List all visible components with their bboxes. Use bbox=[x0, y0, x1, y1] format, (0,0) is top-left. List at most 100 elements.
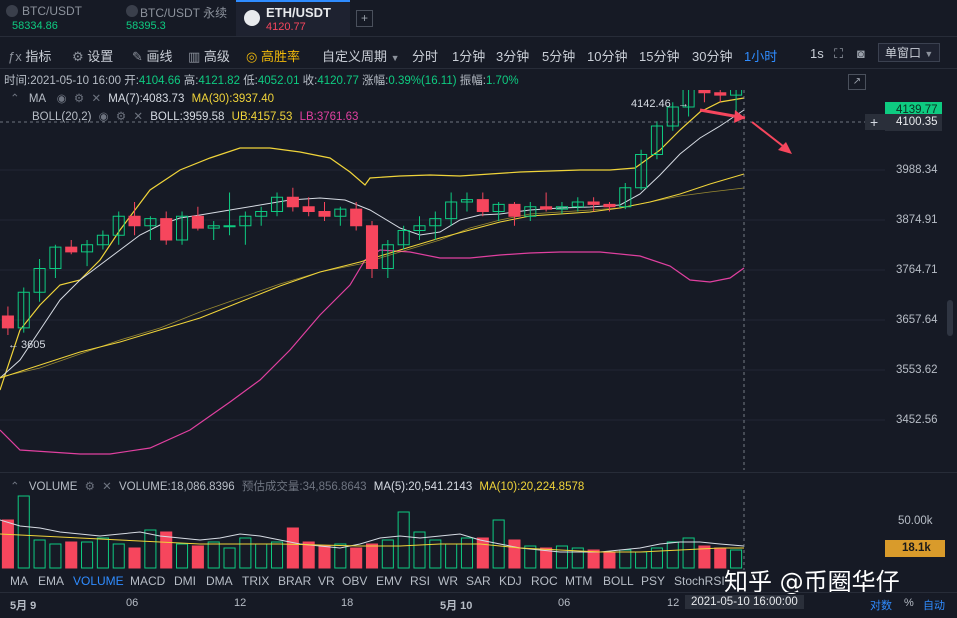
close-icon[interactable]: ✕ bbox=[102, 481, 112, 493]
target-icon: ◎ bbox=[246, 49, 258, 64]
indicator-tab[interactable]: RSI bbox=[410, 574, 431, 588]
indicator-tab[interactable]: EMV bbox=[376, 574, 403, 588]
period-tab[interactable]: 5分钟 bbox=[542, 49, 576, 64]
indicator-tab[interactable]: MACD bbox=[130, 574, 166, 588]
tab-symbol: BTC/USDT 永续 bbox=[140, 6, 228, 20]
boll-lower-line bbox=[0, 249, 745, 455]
candlestick-chart[interactable]: 4142.46 → ← 3605 + bbox=[0, 90, 885, 470]
indicator-tab[interactable]: MTM bbox=[565, 574, 593, 588]
candle-body bbox=[413, 225, 426, 231]
expand-icon[interactable]: ↗ bbox=[848, 74, 866, 90]
boll-upper-line bbox=[0, 97, 745, 391]
period-tab-active[interactable]: 1小时 bbox=[744, 49, 778, 64]
win-rate-label: 高胜率 bbox=[260, 49, 300, 64]
gear-icon[interactable]: ⚙ bbox=[115, 111, 127, 123]
collapse-icon[interactable]: ⌃ bbox=[10, 93, 20, 105]
period-tab[interactable]: 1分钟 bbox=[452, 49, 486, 64]
indicator-tab[interactable]: ROC bbox=[531, 574, 558, 588]
time-label: 时间: bbox=[4, 75, 31, 87]
seconds-button[interactable]: 1s bbox=[810, 46, 824, 61]
indicator-tab[interactable]: BRAR bbox=[278, 574, 312, 588]
percent-scale-toggle[interactable]: % bbox=[904, 597, 914, 609]
indicator-tab[interactable]: KDJ bbox=[499, 574, 522, 588]
indicator-tab[interactable]: TRIX bbox=[242, 574, 270, 588]
indicator-tab-active[interactable]: VOLUME bbox=[73, 574, 124, 588]
volume-ma5: MA(5):20,541.2143 bbox=[373, 481, 473, 493]
volume-bar bbox=[619, 549, 632, 569]
log-scale-toggle[interactable]: 对数 bbox=[870, 600, 892, 612]
period-tab[interactable]: 30分钟 bbox=[692, 49, 733, 64]
candle-body bbox=[144, 218, 157, 227]
period-tab[interactable]: 15分钟 bbox=[639, 49, 680, 64]
gear-icon[interactable]: ⚙ bbox=[84, 481, 95, 493]
indicator-tab[interactable]: PSY bbox=[641, 574, 666, 588]
boll-name: BOLL(20,2) bbox=[32, 111, 92, 123]
indicator-tab[interactable]: VR bbox=[318, 574, 335, 588]
symbol-tabs: BTC/USDT 58334.86 BTC/USDT 永续 58395.3 ET… bbox=[0, 0, 957, 37]
add-tab-button[interactable]: + bbox=[356, 10, 373, 27]
indicator-tab[interactable]: SAR bbox=[466, 574, 491, 588]
volume-bar bbox=[96, 537, 109, 569]
volume-bar bbox=[176, 543, 189, 569]
indicator-tab[interactable]: DMA bbox=[206, 574, 233, 588]
high-marker-text: 4142.46 bbox=[631, 98, 671, 110]
red-arrow-down-head bbox=[778, 142, 792, 154]
indicator-tab[interactable]: StochRSI bbox=[674, 574, 725, 588]
volume-bar bbox=[445, 543, 458, 569]
volume-bar bbox=[413, 531, 426, 569]
period-tab[interactable]: 3分钟 bbox=[496, 49, 530, 64]
open-label: 开: bbox=[124, 75, 139, 87]
ma7-value: MA(7):4083.73 bbox=[108, 93, 185, 105]
volume-bar bbox=[334, 543, 347, 569]
custom-period-dropdown[interactable]: 自定义周期 ▼ bbox=[322, 46, 400, 65]
settings-button[interactable]: ⚙ 设置 bbox=[72, 46, 113, 65]
candle-body bbox=[492, 203, 505, 212]
period-tab[interactable]: 10分钟 bbox=[587, 49, 628, 64]
advanced-button[interactable]: ▥ 高级 bbox=[188, 46, 230, 65]
fullscreen-icon[interactable]: ⛶ bbox=[834, 46, 844, 61]
tab-eth-usdt[interactable]: ETH/USDT 4120.77 bbox=[236, 0, 350, 36]
price-axis-label: 3764.71 bbox=[896, 264, 938, 276]
indicator-tab[interactable]: WR bbox=[438, 574, 458, 588]
price-axis-scroll-handle[interactable] bbox=[947, 300, 953, 336]
close-icon[interactable]: ✕ bbox=[133, 111, 144, 123]
volume-ma10-line bbox=[0, 533, 744, 553]
candle-body bbox=[65, 246, 78, 253]
indicator-button[interactable]: ƒx 指标 bbox=[8, 46, 51, 65]
volume-bar bbox=[1, 519, 14, 569]
low-marker-text: 3605 bbox=[21, 339, 45, 351]
candle-body bbox=[270, 196, 284, 212]
pen-icon: ✎ bbox=[132, 49, 143, 64]
eye-icon[interactable]: ◉ bbox=[98, 111, 109, 123]
pane-divider[interactable] bbox=[0, 472, 957, 473]
candle-icon: ▥ bbox=[188, 49, 201, 64]
auto-scale-toggle[interactable]: 自动 bbox=[923, 600, 945, 612]
gear-icon[interactable]: ⚙ bbox=[73, 93, 85, 105]
eye-icon[interactable]: ◉ bbox=[56, 93, 67, 105]
volume-bar bbox=[350, 547, 363, 569]
draw-button[interactable]: ✎ 画线 bbox=[132, 46, 173, 65]
window-mode-label: 单窗口 bbox=[885, 46, 922, 60]
win-rate-button[interactable]: ◎ 高胜率 bbox=[246, 46, 300, 65]
indicator-tab[interactable]: EMA bbox=[38, 574, 65, 588]
time-axis-label: 5月 10 bbox=[440, 600, 473, 612]
collapse-icon[interactable]: ⌃ bbox=[10, 481, 20, 493]
candle-body bbox=[397, 230, 410, 246]
camera-icon[interactable]: ◙ bbox=[857, 46, 865, 61]
red-arrow-down bbox=[751, 121, 789, 151]
indicator-icon: ƒx bbox=[8, 49, 22, 64]
indicator-tab[interactable]: DMI bbox=[174, 574, 196, 588]
indicator-tab[interactable]: OBV bbox=[342, 574, 368, 588]
window-mode-select[interactable]: 单窗口 ▼ bbox=[878, 43, 940, 62]
period-tab[interactable]: 分时 bbox=[412, 49, 439, 64]
candle-body bbox=[429, 218, 442, 227]
indicator-tab[interactable]: BOLL bbox=[603, 574, 634, 588]
candle-body bbox=[96, 234, 109, 246]
candle-body bbox=[619, 187, 632, 208]
indicator-tab[interactable]: MA bbox=[10, 574, 28, 588]
close-icon[interactable]: ✕ bbox=[91, 93, 102, 105]
candle-body bbox=[508, 203, 521, 217]
tab-btc-usdt-perp[interactable]: BTC/USDT 永续 58395.3 bbox=[124, 0, 232, 36]
volume-chart[interactable] bbox=[0, 490, 885, 570]
tab-btc-usdt[interactable]: BTC/USDT 58334.86 bbox=[6, 0, 114, 36]
